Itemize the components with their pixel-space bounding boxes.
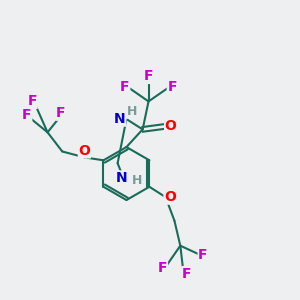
Text: F: F xyxy=(158,261,167,275)
Text: O: O xyxy=(164,190,176,204)
Text: H: H xyxy=(127,105,137,118)
Text: O: O xyxy=(78,144,90,158)
Text: N: N xyxy=(116,171,128,185)
Text: F: F xyxy=(198,248,208,262)
Text: F: F xyxy=(120,80,130,94)
Text: F: F xyxy=(22,108,32,122)
Text: F: F xyxy=(144,69,153,83)
Text: O: O xyxy=(165,119,176,134)
Text: F: F xyxy=(56,106,66,120)
Text: F: F xyxy=(182,267,191,281)
Text: F: F xyxy=(167,80,177,94)
Text: N: N xyxy=(114,112,126,126)
Text: F: F xyxy=(28,94,37,108)
Text: H: H xyxy=(132,174,142,188)
